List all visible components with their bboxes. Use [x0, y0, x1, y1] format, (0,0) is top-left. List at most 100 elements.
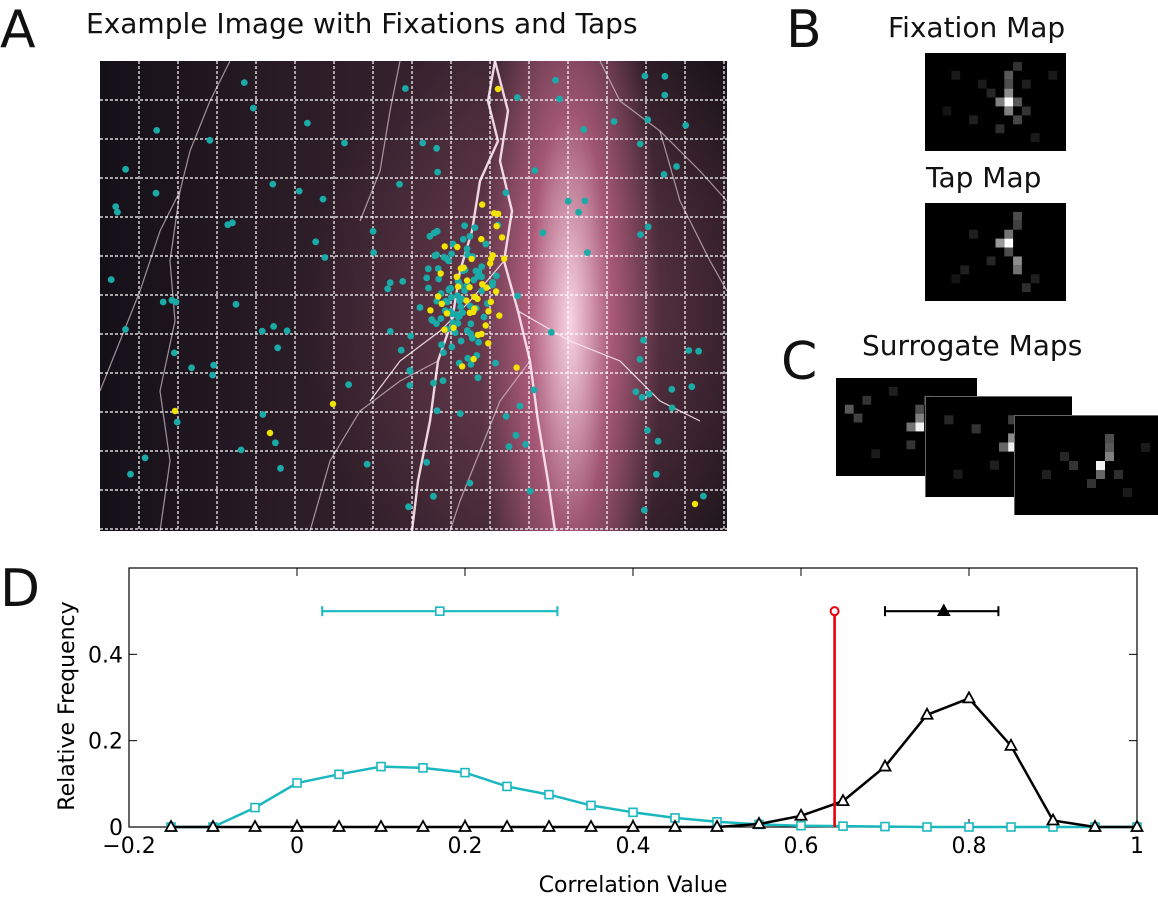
tap-dot [460, 264, 467, 271]
fixation-dot [661, 72, 669, 80]
series-marker [250, 802, 260, 813]
series-marker [1129, 819, 1145, 832]
series-marker [418, 763, 428, 773]
fixation-dot [430, 379, 437, 387]
tap-dot [454, 243, 461, 251]
series-line [171, 765, 1137, 829]
series-marker [1045, 812, 1061, 826]
series-marker [625, 819, 641, 832]
panel-b-letter: B [786, 0, 822, 60]
fixation-dot [454, 292, 461, 299]
fixation-dot [295, 187, 303, 195]
tap-dot [488, 255, 495, 262]
heatmap-cell [915, 413, 925, 423]
heatmap-cell [1114, 470, 1123, 479]
fixation-dot [580, 126, 588, 133]
series-marker [205, 819, 221, 832]
tap-dot [441, 243, 448, 250]
fixation-tap-overlay [100, 61, 727, 531]
tap-map-title: Tap Map [926, 161, 1042, 194]
heatmap-cell [999, 442, 1009, 452]
heatmap-cell [1004, 97, 1014, 107]
heatmap-cell [986, 256, 996, 266]
fixation-dot [437, 315, 445, 322]
fixation-dot [448, 293, 455, 301]
fixation-dot [505, 443, 513, 450]
heatmap-cell [1013, 265, 1022, 275]
tap-dot [482, 322, 489, 329]
fixation-dot [430, 492, 437, 500]
fixation-dot [272, 439, 279, 447]
fixation-dot [448, 343, 456, 351]
panel-c-letter: C [781, 332, 818, 392]
heatmap-cell [915, 404, 925, 414]
fixation-dot [700, 492, 707, 500]
heatmap-cell [1048, 70, 1058, 80]
tap-dot [427, 307, 434, 314]
tap-dot [492, 288, 500, 295]
series-marker [964, 822, 974, 832]
series-marker [709, 819, 725, 832]
series-marker [334, 769, 344, 780]
series-line [171, 696, 1137, 829]
fixation-dot [475, 268, 483, 275]
tap-dot [463, 277, 471, 284]
fixation-dot [439, 377, 447, 385]
series-marker [583, 819, 599, 832]
fixation-dot [514, 94, 521, 101]
fixation-dot [384, 285, 392, 293]
heatmap-cell [995, 124, 1005, 134]
fixation-dot [210, 361, 218, 369]
fixation-dot [209, 371, 217, 379]
series-marker [877, 758, 893, 772]
series-marker [247, 819, 263, 832]
fixation-dot [433, 144, 440, 152]
fixation-dot [240, 79, 248, 86]
heatmap-cell [1008, 442, 1018, 452]
fixation-dot [456, 410, 464, 417]
series-marker [961, 690, 977, 704]
heatmap-cell [862, 395, 872, 405]
tap-dot [501, 255, 508, 262]
fixation-dot [363, 460, 371, 468]
fixation-dot [168, 296, 176, 304]
heatmap-cell [844, 404, 854, 414]
fixation-dot [407, 332, 415, 340]
panel-d-letter: D [0, 559, 41, 619]
heatmap-cell [1096, 470, 1105, 479]
lightning-bolt [359, 61, 401, 222]
fixation-dot [438, 341, 445, 349]
fixation-dot [396, 180, 403, 188]
series-marker [460, 767, 470, 778]
fixation-dot [482, 240, 490, 248]
x-tick-label: 0 [290, 834, 304, 859]
heatmap-cell [1013, 115, 1022, 125]
fixation-dot [654, 437, 662, 445]
fixation-dot [459, 235, 467, 243]
fixation-dot [466, 232, 474, 240]
tap-dot [441, 326, 448, 333]
fixation-dot [269, 180, 277, 188]
series-marker [292, 778, 302, 788]
fixation-dot [466, 479, 474, 487]
fixation-dot [405, 503, 412, 511]
series-marker [376, 761, 386, 772]
x-axis-label: Correlation Value [539, 873, 728, 898]
fixation-dot [114, 208, 121, 216]
heatmap-cell [1021, 79, 1031, 89]
fixation-dot [397, 346, 405, 354]
lightning-bolt [599, 61, 727, 202]
series-marker [628, 807, 638, 818]
fixation-dot [434, 265, 442, 272]
fixation-map [925, 53, 1066, 151]
fixation-dot [386, 328, 394, 335]
x-tick-label: 0.4 [616, 834, 651, 859]
fixation-dot [304, 119, 311, 127]
fixation-dot [644, 427, 651, 434]
fixation-dot [632, 388, 640, 396]
x-tick-label: 0.2 [448, 834, 483, 859]
series-marker [499, 819, 515, 832]
fixation-dot [556, 95, 563, 103]
lightning-photo [100, 61, 727, 531]
fixation-dot [249, 104, 257, 112]
